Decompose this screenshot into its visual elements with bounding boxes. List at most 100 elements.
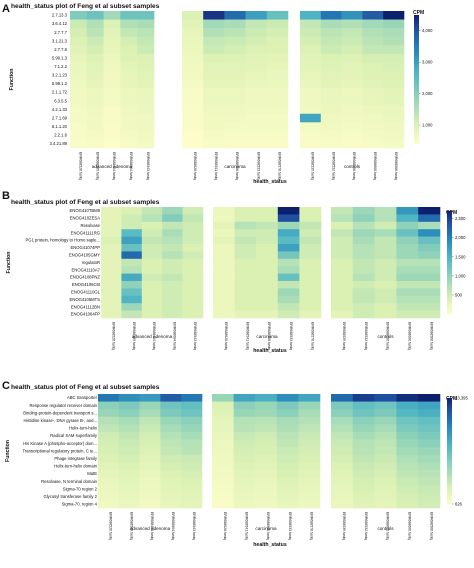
heatmap-cell	[255, 477, 278, 486]
heatmap-cell	[118, 409, 140, 418]
heatmap-cell	[245, 113, 268, 123]
heatmap-cell	[101, 295, 122, 304]
column-label: ERR688578.fastq	[278, 152, 282, 180]
heatmap-cell	[224, 19, 246, 29]
heatmap-cell	[203, 28, 225, 37]
heatmap-cell	[120, 62, 138, 72]
heatmap-cell	[141, 244, 163, 252]
panel-letter: A	[2, 3, 10, 15]
heatmap-cell	[118, 432, 140, 440]
heatmap-cell	[182, 244, 204, 252]
row-label: Glycosyl transferase family 2	[43, 494, 97, 499]
heatmap-cell	[255, 416, 278, 425]
heatmap-cell	[182, 53, 204, 63]
heatmap-cell	[352, 424, 375, 433]
row-label: Sigma-70 region 2	[63, 486, 98, 491]
heatmap-cell	[418, 310, 441, 319]
heatmap-cell	[234, 281, 257, 289]
heatmap-cell	[120, 139, 138, 149]
heatmap-cell	[181, 409, 203, 418]
heatmap-cell	[203, 70, 225, 80]
heatmap-cell	[86, 45, 104, 55]
heatmap-cell	[137, 122, 155, 132]
heatmap-cell	[118, 401, 140, 410]
heatmap-cell	[374, 221, 397, 230]
heatmap-cell	[162, 288, 183, 297]
heatmap-cell	[418, 462, 441, 471]
heatmap-cell	[139, 394, 161, 402]
heatmap-cell	[418, 236, 441, 245]
heatmap-cell	[383, 62, 405, 72]
column-label: ERR688532.fastq	[331, 152, 335, 180]
heatmap-cell	[86, 19, 104, 29]
heatmap-cell	[374, 470, 397, 478]
heatmap-cell	[234, 207, 257, 215]
group-label: advanced adenoma	[132, 334, 173, 339]
heatmap-cell	[182, 28, 204, 37]
heatmap-cell	[331, 303, 354, 311]
heatmap-cell	[374, 409, 397, 418]
column-label: ERR688566.fastq	[429, 512, 433, 540]
heatmap-cell	[256, 310, 279, 319]
heatmap-cell	[374, 288, 397, 297]
heatmap-group: ERR688526.fastq ERR688589.fastq ERR688454.…	[98, 394, 203, 540]
heatmap-cell	[298, 432, 321, 440]
heatmap-cell	[182, 130, 204, 140]
heatmap-cell	[98, 401, 120, 410]
heatmap-cell	[212, 477, 234, 486]
heatmap-cell	[374, 295, 397, 304]
heatmap-cell	[396, 394, 419, 402]
heatmap-cell	[234, 229, 257, 237]
heatmap-cell	[98, 394, 120, 402]
heatmap-cell	[352, 454, 375, 463]
heatmap-cell	[320, 28, 342, 37]
heatmap-cell	[233, 485, 256, 494]
heatmap-cell	[320, 36, 342, 46]
heatmap-cell	[213, 207, 235, 215]
heatmap-cell	[224, 79, 246, 89]
heatmap-cell	[298, 416, 321, 425]
heatmap-cell	[300, 11, 322, 20]
heatmap-cell	[245, 36, 268, 46]
column-label: ERR688628.fastq	[224, 322, 228, 350]
heatmap-cell	[103, 45, 121, 55]
heatmap-cell	[298, 447, 321, 456]
heatmap-cell	[162, 229, 183, 237]
heatmap-cell	[212, 500, 234, 509]
y-axis-label: Function	[6, 252, 12, 274]
heatmap-cell	[300, 96, 322, 106]
heatmap-cell	[256, 214, 279, 223]
heatmap-cell	[98, 477, 120, 486]
heatmap-cell	[203, 122, 225, 132]
heatmap-cell	[212, 454, 234, 463]
heatmap-cell	[396, 462, 419, 471]
heatmap-cell	[352, 439, 375, 448]
heatmap-cell	[298, 462, 321, 471]
column-label: ERR688541.fastq	[214, 152, 218, 180]
row-label: Resolvase	[80, 223, 100, 228]
heatmap-cell	[362, 105, 384, 115]
heatmap-cell	[362, 53, 384, 63]
heatmap-cell	[331, 394, 354, 402]
heatmap-cell	[255, 500, 278, 509]
heatmap-cell	[181, 470, 203, 478]
heatmap-cell	[137, 36, 155, 46]
heatmap-cell	[331, 432, 354, 440]
heatmap-cell	[331, 500, 354, 509]
colorbar-tick-label: 626	[455, 502, 463, 507]
column-label: ERR688454.fastq	[150, 512, 154, 540]
colorbar-scale	[447, 398, 452, 504]
heatmap-cell	[266, 139, 289, 149]
heatmap-cell	[98, 454, 120, 463]
heatmap-cell	[331, 281, 354, 289]
row-label: regulatoR	[82, 260, 100, 265]
heatmap-cell	[396, 439, 419, 448]
heatmap-cell	[234, 295, 257, 304]
heatmap-cell	[383, 113, 405, 123]
heatmap-cell	[418, 500, 441, 509]
heatmap-cell	[137, 79, 155, 89]
heatmap-cell	[352, 485, 375, 494]
heatmap-group: ERR688526.fastq ERR688589.fastq ERR688454.…	[70, 11, 155, 180]
heatmap-cell	[418, 477, 441, 486]
